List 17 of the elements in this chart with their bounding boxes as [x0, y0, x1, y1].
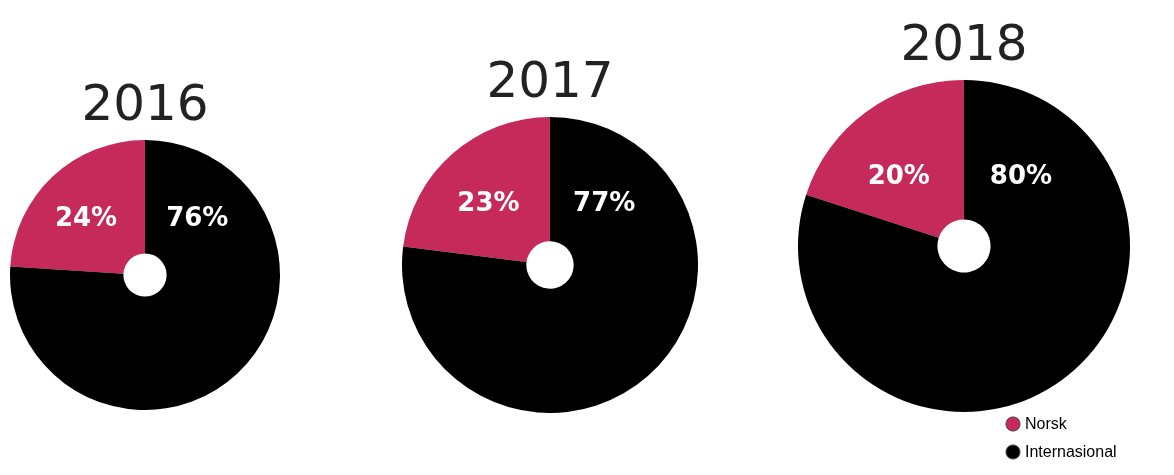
donut-slice	[402, 117, 698, 413]
chart-title: 2018	[900, 14, 1028, 72]
data-label: 24%	[54, 202, 118, 233]
donut-slice	[806, 80, 964, 238]
data-label: 77%	[573, 186, 636, 217]
data-label: 23%	[457, 186, 520, 217]
data-label: 76%	[166, 202, 229, 233]
chart-title: 2016	[81, 74, 209, 132]
legend-label: Internasional	[1025, 443, 1117, 460]
donut-slice	[798, 80, 1130, 412]
donut-slice	[10, 140, 145, 274]
data-label: 80%	[989, 160, 1053, 191]
donut-slice	[403, 117, 550, 263]
donut-slice	[10, 140, 280, 410]
chart-title: 2017	[486, 51, 614, 109]
legend-label: Norsk	[1025, 415, 1068, 432]
data-label: 20%	[867, 160, 930, 191]
